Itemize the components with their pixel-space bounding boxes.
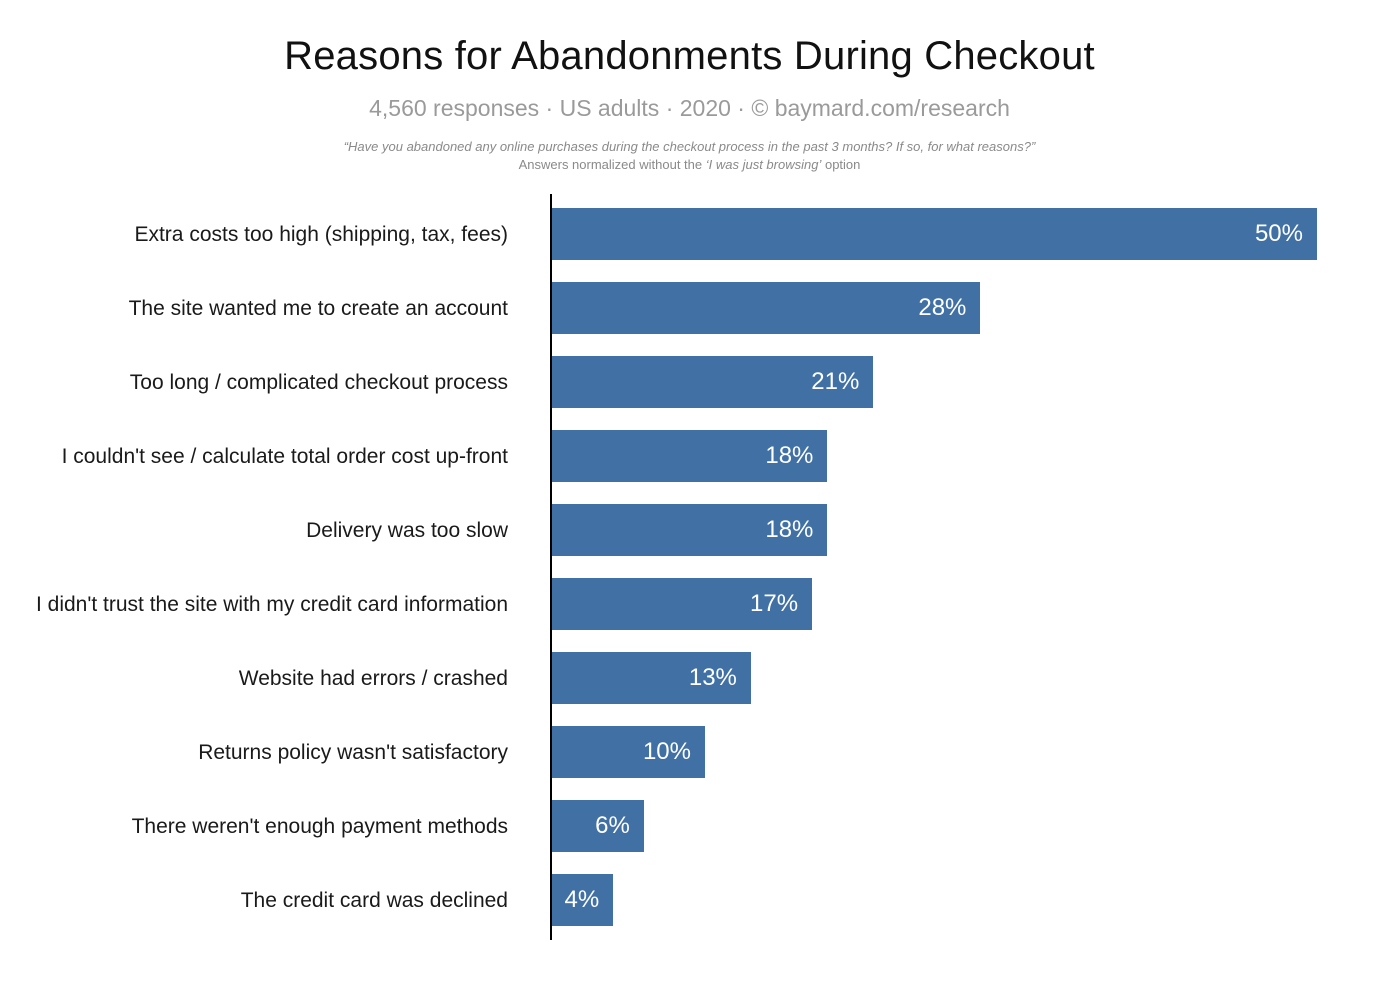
bar-track: 4% bbox=[552, 874, 1317, 927]
bar-row: The credit card was declined 4% bbox=[0, 874, 1379, 927]
bar: 50% bbox=[552, 208, 1317, 261]
category-label: I couldn't see / calculate total order c… bbox=[61, 444, 508, 468]
category-label: Extra costs too high (shipping, tax, fee… bbox=[134, 222, 508, 246]
bar: 13% bbox=[552, 652, 751, 705]
y-axis-line bbox=[550, 194, 552, 941]
bar-row: Extra costs too high (shipping, tax, fee… bbox=[0, 208, 1379, 261]
value-label: 6% bbox=[595, 812, 630, 840]
bar-track: 13% bbox=[552, 652, 1317, 705]
bar: 17% bbox=[552, 578, 813, 631]
value-label: 18% bbox=[765, 442, 814, 470]
bar-track: 50% bbox=[552, 208, 1317, 261]
bar-row: There weren't enough payment methods 6% bbox=[0, 800, 1379, 853]
category-label: Website had errors / crashed bbox=[238, 666, 508, 690]
category-label: The credit card was declined bbox=[240, 888, 508, 912]
bar-track: 10% bbox=[552, 726, 1317, 779]
value-label: 50% bbox=[1254, 220, 1303, 248]
bar-row: Returns policy wasn't satisfactory 10% bbox=[0, 726, 1379, 779]
bar-row: I didn't trust the site with my credit c… bbox=[0, 578, 1379, 631]
bar: 6% bbox=[552, 800, 644, 853]
category-label: Too long / complicated checkout process bbox=[129, 370, 508, 394]
bar-track: 6% bbox=[552, 800, 1317, 853]
value-label: 17% bbox=[750, 590, 799, 618]
normalization-note: Answers normalized without the ‘I was ju… bbox=[518, 157, 861, 173]
category-label: Delivery was too slow bbox=[306, 518, 508, 542]
category-label: Returns policy wasn't satisfactory bbox=[198, 740, 508, 764]
bar: 18% bbox=[552, 504, 828, 557]
value-label: 10% bbox=[642, 738, 691, 766]
bar-chart: Extra costs too high (shipping, tax, fee… bbox=[0, 194, 1379, 941]
bar: 4% bbox=[552, 874, 614, 927]
category-label: The site wanted me to create an account bbox=[128, 296, 508, 320]
value-label: 18% bbox=[765, 516, 814, 544]
category-label: I didn't trust the site with my credit c… bbox=[35, 592, 508, 616]
bar-row: Delivery was too slow 18% bbox=[0, 504, 1379, 557]
bar: 28% bbox=[552, 282, 981, 335]
chart-subtitle: 4,560 responses · US adults · 2020 · © b… bbox=[369, 95, 1010, 121]
bar-row: The site wanted me to create an account 2… bbox=[0, 282, 1379, 335]
bar-track: 18% bbox=[552, 430, 1317, 483]
chart-title: Reasons for Abandonments During Checkout bbox=[284, 34, 1095, 78]
value-label: 4% bbox=[564, 886, 600, 914]
chart-note: “Have you abandoned any online purchases… bbox=[0, 138, 1379, 174]
bar-row: I couldn't see / calculate total order c… bbox=[0, 430, 1379, 483]
survey-question-note: “Have you abandoned any online purchases… bbox=[343, 139, 1036, 154]
bar: 10% bbox=[552, 726, 705, 779]
bar-row: Too long / complicated checkout process 2… bbox=[0, 356, 1379, 409]
bar: 18% bbox=[552, 430, 828, 483]
category-label: There weren't enough payment methods bbox=[131, 814, 508, 838]
bar-row: Website had errors / crashed 13% bbox=[0, 652, 1379, 705]
value-label: 21% bbox=[811, 368, 860, 396]
bar-track: 17% bbox=[552, 578, 1317, 631]
bar-track: 18% bbox=[552, 504, 1317, 557]
value-label: 13% bbox=[688, 664, 737, 692]
bar-track: 28% bbox=[552, 282, 1317, 335]
bar-track: 21% bbox=[552, 356, 1317, 409]
value-label: 28% bbox=[918, 294, 967, 322]
bar: 21% bbox=[552, 356, 874, 409]
